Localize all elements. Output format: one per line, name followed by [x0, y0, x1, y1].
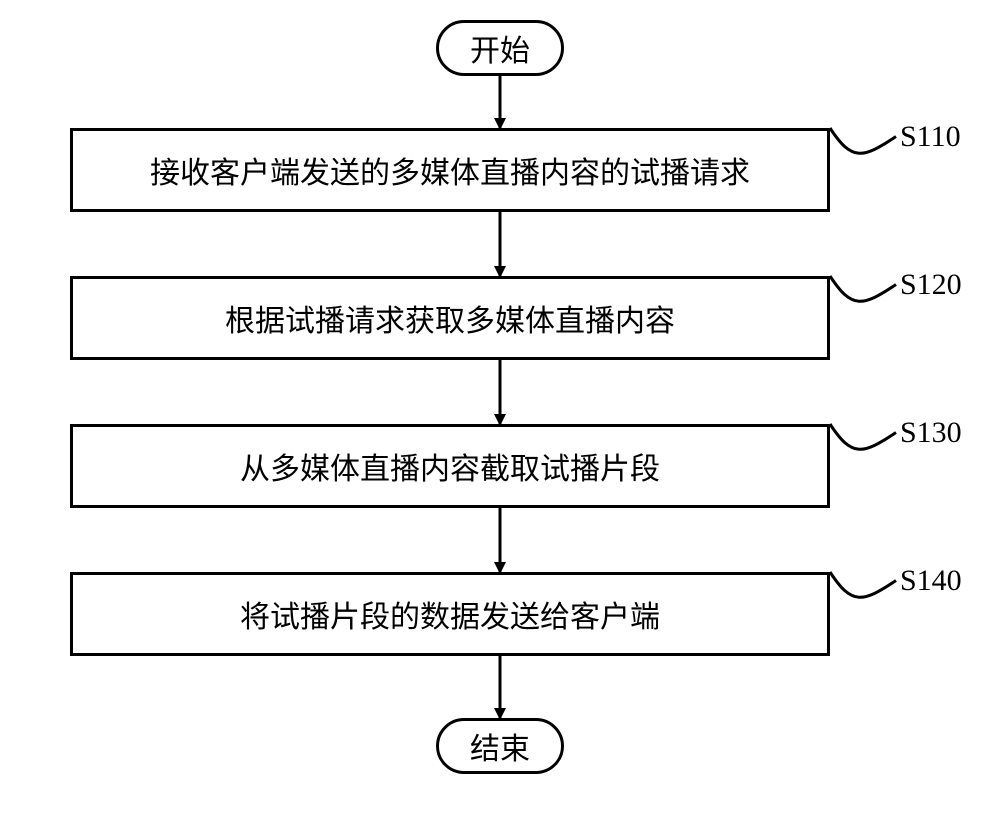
flow-step-s110: 接收客户端发送的多媒体直播内容的试播请求 — [70, 128, 830, 212]
step-label-s130: S130 — [900, 416, 962, 450]
flow-step-s140-text: 将试播片段的数据发送给客户端 — [240, 592, 660, 636]
flow-step-s140: 将试播片段的数据发送给客户端 — [70, 572, 830, 656]
flow-step-s120-text: 根据试播请求获取多媒体直播内容 — [225, 296, 675, 340]
flow-step-s130-text: 从多媒体直播内容截取试播片段 — [240, 444, 660, 488]
flow-step-s120: 根据试播请求获取多媒体直播内容 — [70, 276, 830, 360]
step-label-s120: S120 — [900, 268, 962, 302]
flow-end-terminator: 结束 — [436, 718, 564, 774]
flow-start-label: 开始 — [470, 26, 530, 70]
flow-connectors — [0, 0, 1000, 822]
step-label-s140: S140 — [900, 564, 962, 598]
flow-end-label: 结束 — [470, 724, 530, 768]
step-label-s110: S110 — [900, 120, 961, 154]
flow-start-terminator: 开始 — [436, 20, 564, 76]
flow-step-s110-text: 接收客户端发送的多媒体直播内容的试播请求 — [150, 148, 750, 192]
flow-step-s130: 从多媒体直播内容截取试播片段 — [70, 424, 830, 508]
